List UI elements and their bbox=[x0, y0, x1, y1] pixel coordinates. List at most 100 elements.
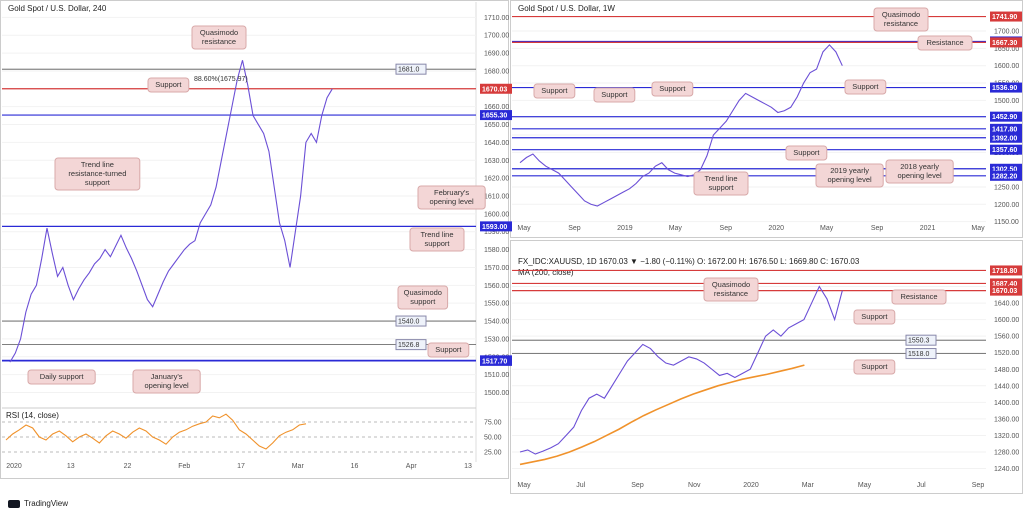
annotation-label: Trend line resistance-turned support bbox=[68, 160, 126, 187]
annotation-line: resistance bbox=[202, 37, 236, 46]
x-tick-label: 2021 bbox=[920, 225, 936, 232]
x-tick-label: 2020 bbox=[768, 225, 784, 232]
annotation-box bbox=[703, 277, 759, 302]
x-tick-label: Jul bbox=[576, 482, 585, 489]
annotation-line: Resistance bbox=[926, 38, 963, 47]
price-label bbox=[990, 163, 1022, 174]
price-label bbox=[990, 170, 1022, 181]
price-label bbox=[480, 83, 512, 94]
annotation-line: Support bbox=[541, 86, 568, 95]
y-tick-label: 1560.00 bbox=[994, 334, 1019, 341]
y-tick-label: 1150.00 bbox=[994, 219, 1019, 226]
y-tick-label: 1600.00 bbox=[994, 317, 1019, 324]
price-label-text: 1517.70 bbox=[482, 358, 507, 365]
y-tick-label: 1510.00 bbox=[484, 372, 509, 379]
x-tick-label: 2020 bbox=[6, 463, 22, 470]
y-tick-label: 1650.00 bbox=[994, 46, 1019, 53]
annotation-box bbox=[844, 79, 887, 95]
y-tick-label: 1400.00 bbox=[994, 400, 1019, 407]
price-label-text: 1302.50 bbox=[992, 166, 1017, 173]
price-label-text: 1670.03 bbox=[482, 86, 507, 93]
y-tick-label: 1500.00 bbox=[484, 390, 509, 397]
price-label bbox=[990, 278, 1022, 289]
rsi-tick-label: 25.00 bbox=[484, 450, 502, 457]
y-tick-label: 1690.00 bbox=[484, 51, 509, 58]
annotation-line: Trend line bbox=[420, 230, 453, 239]
y-tick-label: 1640.00 bbox=[994, 301, 1019, 308]
annotation-label: Resistance bbox=[926, 38, 963, 47]
price-label-text: 1670.03 bbox=[992, 288, 1017, 295]
annotation-line: Trend line bbox=[81, 160, 114, 169]
level-box bbox=[905, 348, 937, 360]
annotation-line: Support bbox=[435, 345, 462, 354]
price-label bbox=[990, 285, 1022, 296]
annotation-box bbox=[132, 369, 201, 394]
annotation-label: Daily support bbox=[40, 372, 85, 381]
y-tick-label: 1580.00 bbox=[484, 247, 509, 254]
annotation-label: Support bbox=[852, 82, 879, 91]
x-tick-label: May bbox=[517, 225, 531, 232]
annotation-line: February's bbox=[434, 188, 469, 197]
tradingview-logo-icon bbox=[8, 499, 20, 508]
annotation-label: Support bbox=[435, 345, 462, 354]
x-tick-label: Jul bbox=[917, 482, 926, 489]
y-tick-label: 1660.00 bbox=[484, 104, 509, 111]
y-tick-label: 1200.00 bbox=[994, 202, 1019, 209]
annotation-label: Resistance bbox=[900, 292, 937, 301]
annotation-line: Support bbox=[659, 84, 686, 93]
annotation-label: Trend line support bbox=[420, 230, 453, 248]
annotation-line: Resistance bbox=[900, 292, 937, 301]
level-box-label: 1550.3 bbox=[908, 338, 930, 345]
annotation-label: February's opening level bbox=[429, 188, 474, 206]
x-tick-label: Sep bbox=[631, 482, 644, 489]
y-tick-label: 1440.00 bbox=[994, 383, 1019, 390]
y-tick-label: 1550.00 bbox=[484, 301, 509, 308]
annotation-label: Quasimodo resistance bbox=[712, 280, 750, 298]
level-box-label: 1518.0 bbox=[908, 351, 930, 358]
y-tick-label: 1560.00 bbox=[484, 283, 509, 290]
ma-line bbox=[519, 364, 805, 466]
tradingview-label: TradingView bbox=[24, 499, 69, 508]
level-box-label: 1540.0 bbox=[398, 319, 420, 326]
annotation-line: Support bbox=[155, 80, 182, 89]
annotation-line: Support bbox=[861, 312, 888, 321]
rsi-tick-label: 75.00 bbox=[484, 420, 502, 427]
x-tick-label: May bbox=[820, 225, 834, 232]
annotation-label: Quasimodo resistance bbox=[882, 10, 920, 28]
tradingview-brand: TradingView bbox=[8, 499, 68, 508]
y-tick-label: 1280.00 bbox=[994, 450, 1019, 457]
annotation-line: 2019 yearly bbox=[830, 166, 869, 175]
annotation-line: opening level bbox=[144, 381, 189, 390]
annotation-box bbox=[427, 342, 470, 358]
rsi-line bbox=[5, 413, 307, 450]
annotation-line: resistance bbox=[714, 289, 748, 298]
annotation-box bbox=[54, 157, 141, 191]
annotation-line: Quasimodo bbox=[712, 280, 750, 289]
annotation-line: support bbox=[424, 239, 450, 248]
annotation-line: 2018 yearly bbox=[900, 162, 939, 171]
price-label bbox=[990, 132, 1022, 143]
annotation-label: Support bbox=[541, 86, 568, 95]
y-tick-label: 1520.00 bbox=[994, 350, 1019, 357]
annotation-box bbox=[397, 285, 449, 310]
price-label bbox=[480, 355, 512, 366]
annotation-line: Quasimodo bbox=[404, 288, 442, 297]
y-tick-label: 1570.00 bbox=[484, 265, 509, 272]
annotation-line: opening level bbox=[429, 197, 474, 206]
panel-top-right: Gold Spot / U.S. Dollar, 1W 1150.00 1200.0… bbox=[512, 4, 1022, 232]
price-label-text: 1718.80 bbox=[992, 268, 1017, 275]
y-tick-label: 1480.00 bbox=[994, 367, 1019, 374]
price-label bbox=[480, 110, 512, 121]
panel-title: Gold Spot / U.S. Dollar, 1W bbox=[518, 4, 615, 13]
x-tick-label: 17 bbox=[237, 463, 245, 470]
y-tick-label: 1680.00 bbox=[484, 68, 509, 75]
annotation-box bbox=[917, 35, 973, 51]
y-tick-label: 1600.00 bbox=[484, 211, 509, 218]
y-tick-label: 1540.00 bbox=[484, 319, 509, 326]
level-box bbox=[905, 334, 937, 346]
x-tick-label: Nov bbox=[688, 482, 701, 489]
price-label bbox=[990, 37, 1022, 48]
price-line bbox=[519, 44, 843, 207]
y-tick-label: 1700.00 bbox=[994, 29, 1019, 36]
annotation-line: Quasimodo bbox=[882, 10, 920, 19]
